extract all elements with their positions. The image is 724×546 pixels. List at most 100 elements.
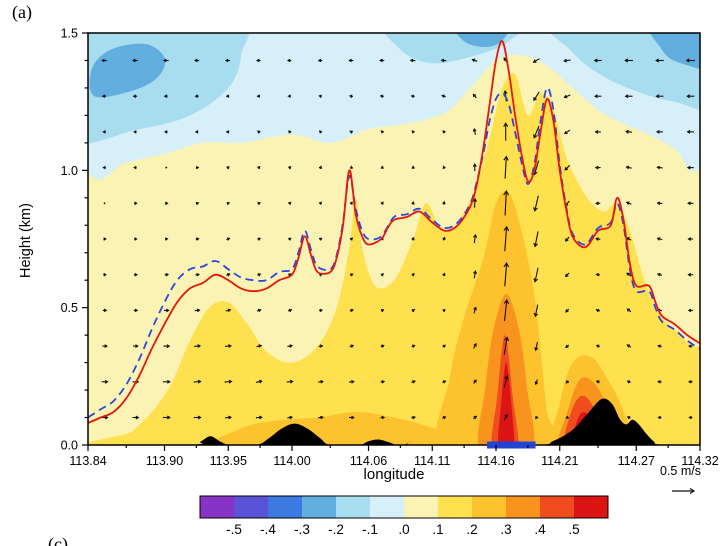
wind-arrow-head (626, 344, 631, 348)
wind-arrow-head (625, 129, 629, 134)
wind-arrow-head (288, 237, 292, 241)
wind-arrow-head (657, 380, 661, 384)
wind-arrow-head (166, 344, 171, 349)
wind-arrow-dot (165, 166, 168, 169)
wind-arrow-head (411, 273, 415, 277)
wind-arrow-head (348, 58, 352, 63)
wind-arrow-head (563, 58, 568, 63)
wind-arrow-head (318, 201, 323, 205)
wind-arrow-head (625, 165, 630, 170)
panel-label: (a) (12, 2, 32, 22)
wind-arrow (193, 380, 201, 383)
colorbar-tick-label: -.2 (328, 522, 344, 537)
wind-arrow-head (593, 58, 598, 63)
wind-arrow (534, 231, 539, 247)
wind-arrow-head (532, 59, 537, 63)
colorbar-tick-label: .5 (568, 522, 579, 537)
colorbar-cell (472, 496, 506, 518)
wind-arrow-head (197, 415, 202, 420)
x-tick-label: 114.00 (273, 454, 310, 468)
wind-arrow-head (256, 94, 260, 98)
y-tick-label: 0.5 (61, 301, 78, 315)
wind-arrow-head (473, 270, 478, 275)
wind-arrow-head (655, 58, 659, 63)
wind-arrow-head (349, 165, 354, 169)
wind-arrow-head (289, 379, 294, 384)
wind-arrow (535, 341, 538, 351)
wind-arrow-head (503, 190, 509, 196)
wind-arrow-head (687, 308, 692, 313)
wind-arrow-head (225, 130, 230, 134)
wind-arrow-head (320, 415, 324, 420)
y-tick-label: 0.0 (61, 439, 78, 453)
wind-arrow-head (411, 165, 415, 169)
wind-arrow-head (624, 58, 629, 63)
wind-arrow-head (656, 237, 661, 241)
wind-arrow-head (132, 94, 137, 98)
wind-arrow-head (380, 130, 384, 134)
wind-arrow-head (411, 130, 415, 134)
wind-arrow-head (442, 272, 446, 277)
wind-arrow-head (563, 94, 568, 99)
boundary-lines (88, 40, 700, 424)
wind-arrow (504, 263, 508, 287)
colorbar-cell (268, 496, 302, 518)
x-tick-label: 114.06 (350, 454, 387, 468)
wind-arrow-head (289, 344, 294, 348)
wind-arrow (533, 58, 540, 63)
wind-arrow-head (194, 58, 198, 63)
wind-arrow-head (533, 242, 539, 248)
wind-arrow-head (226, 237, 231, 241)
x-axis-label: longitude (363, 466, 425, 483)
wind-arrow-head (103, 272, 107, 277)
wind-arrow-head (533, 312, 539, 318)
colorbar-tick-label: -.1 (362, 522, 378, 537)
wind-arrow-head (471, 58, 476, 63)
wind-arrow-head (135, 415, 140, 420)
wind-arrow-head (656, 201, 661, 206)
wind-arrow-head (349, 201, 353, 205)
contour-region-neg-blue-topmid (455, 33, 508, 47)
wind-arrow-head (626, 237, 630, 241)
wind-arrow-head (256, 58, 260, 63)
wind-arrow-head (595, 380, 600, 384)
wind-arrow-head (442, 308, 446, 313)
colorbar-outline (199, 495, 609, 519)
wind-arrow-head (503, 155, 509, 161)
wind-arrow-head (442, 130, 446, 134)
wind-arrow-head (686, 165, 691, 170)
wind-arrow (533, 91, 540, 101)
wind-arrow (224, 380, 232, 383)
colorbar-cell (540, 496, 574, 518)
wind-arrow-head (595, 272, 600, 277)
colorbar-cell (574, 496, 608, 518)
wind-arrow-head (473, 342, 477, 347)
colorbar-tick-label: .4 (534, 522, 546, 537)
wind-arrow-head (625, 201, 630, 205)
wind-arrow-head (441, 94, 445, 98)
wind-arrow-head (351, 379, 355, 384)
wind-arrow-head (412, 415, 416, 420)
wind-arrow (504, 191, 507, 216)
wind-arrow-head (381, 415, 386, 420)
wind-arrow-head (503, 298, 510, 305)
x-tick-label: 113.95 (210, 454, 247, 468)
wind-arrow-head (533, 97, 538, 102)
wind-arrow-head (688, 415, 692, 420)
wind-arrow-head (565, 415, 569, 419)
wind-arrow (473, 234, 476, 244)
wind-arrow-head (102, 165, 106, 170)
wind-arrow-head (101, 58, 105, 63)
wind-arrow-head (258, 415, 263, 420)
colorbar-cell (200, 496, 234, 518)
wind-arrow-head (195, 165, 200, 170)
colorbar-cell (234, 496, 268, 518)
wind-arrow-head (596, 415, 600, 420)
wind-arrow-head (135, 344, 139, 348)
wind-arrow (533, 125, 540, 138)
colorbar-cell (336, 496, 370, 518)
wind-arrow-head (257, 202, 261, 206)
wind-arrow-head (224, 58, 229, 63)
wind-arrow-head (133, 165, 137, 170)
